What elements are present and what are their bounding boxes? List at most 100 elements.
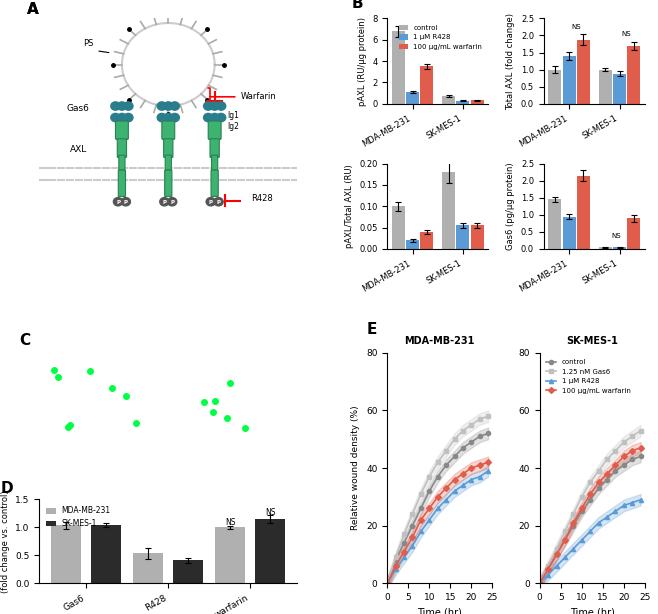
Text: A: A xyxy=(26,2,38,17)
100 μg/mL warfarin xyxy=(459,470,467,478)
1 μM R428 xyxy=(595,519,603,526)
FancyBboxPatch shape xyxy=(164,170,172,196)
Text: A: A xyxy=(26,2,38,17)
100 μg/mL warfarin xyxy=(561,537,569,544)
Bar xyxy=(563,217,576,249)
Text: P: P xyxy=(209,200,213,205)
Line: control: control xyxy=(538,454,643,585)
control xyxy=(392,556,399,564)
1 μM R428 xyxy=(628,499,636,507)
1 μM R428 xyxy=(544,571,552,578)
Circle shape xyxy=(124,114,133,122)
Legend: MDA-MB-231, SK-MES-1: MDA-MB-231, SK-MES-1 xyxy=(43,503,114,531)
control xyxy=(561,537,569,544)
1.25 nM Gas6 xyxy=(442,447,450,454)
Line: 100 μg/mL warfarin: 100 μg/mL warfarin xyxy=(385,460,490,585)
1.25 nM Gas6 xyxy=(561,528,569,535)
control xyxy=(476,433,484,440)
control xyxy=(434,473,442,480)
FancyBboxPatch shape xyxy=(165,155,171,170)
Y-axis label: Relative wound density (%): Relative wound density (%) xyxy=(351,406,361,530)
Circle shape xyxy=(168,198,177,206)
Bar xyxy=(548,200,561,249)
Text: P: P xyxy=(163,200,166,205)
Circle shape xyxy=(117,102,126,110)
100 μg/mL warfarin xyxy=(400,548,408,555)
Y-axis label: pAXL/Total AXL (RU): pAXL/Total AXL (RU) xyxy=(345,165,353,248)
1 μM R428 xyxy=(603,513,611,521)
Line: 1 μM R428: 1 μM R428 xyxy=(538,497,643,585)
Text: E: E xyxy=(367,322,376,337)
Circle shape xyxy=(164,102,173,110)
Legend: control, 1 μM R428, 100 μg/mL warfarin: control, 1 μM R428, 100 μg/mL warfarin xyxy=(397,22,485,53)
Bar xyxy=(457,101,469,104)
100 μg/mL warfarin xyxy=(442,484,450,492)
Line: 1 μM R428: 1 μM R428 xyxy=(385,469,490,585)
Bar xyxy=(420,232,434,249)
1 μM R428 xyxy=(467,476,475,483)
control xyxy=(425,488,433,495)
Text: NS: NS xyxy=(622,31,632,37)
Circle shape xyxy=(206,198,215,206)
Text: P: P xyxy=(216,200,220,205)
FancyBboxPatch shape xyxy=(212,155,218,170)
Circle shape xyxy=(210,102,219,110)
Circle shape xyxy=(216,114,226,122)
X-axis label: Time (hr): Time (hr) xyxy=(417,608,463,614)
control xyxy=(578,508,586,515)
Circle shape xyxy=(216,102,226,110)
Bar xyxy=(215,527,245,583)
1 μM R428 xyxy=(384,580,392,587)
Circle shape xyxy=(111,114,120,122)
Bar xyxy=(442,96,455,104)
control xyxy=(628,456,636,463)
100 μg/mL warfarin xyxy=(553,551,561,558)
100 μg/mL warfarin xyxy=(451,476,459,483)
Legend: control, 1.25 nM Gas6, 1 μM R428, 100 μg/mL warfarin: control, 1.25 nM Gas6, 1 μM R428, 100 μg… xyxy=(543,356,634,397)
control xyxy=(400,539,408,546)
1 μM R428 xyxy=(476,473,484,480)
1.25 nM Gas6 xyxy=(409,510,417,518)
Title: MDA-MB-231: MDA-MB-231 xyxy=(405,336,475,346)
Circle shape xyxy=(111,102,120,110)
Text: P: P xyxy=(116,200,120,205)
FancyBboxPatch shape xyxy=(210,139,219,157)
Bar xyxy=(613,74,626,104)
100 μg/mL warfarin xyxy=(595,479,603,486)
1.25 nM Gas6 xyxy=(467,421,475,429)
1 μM R428 xyxy=(553,562,561,570)
Bar xyxy=(255,519,286,583)
Circle shape xyxy=(160,198,169,206)
Bar xyxy=(457,225,469,249)
1.25 nM Gas6 xyxy=(586,479,594,486)
Bar xyxy=(577,176,590,249)
Bar xyxy=(134,553,163,583)
1 μM R428 xyxy=(392,565,399,573)
control xyxy=(442,462,450,469)
1.25 nM Gas6 xyxy=(628,433,636,440)
Text: SK-MES-1: SK-MES-1 xyxy=(212,439,257,448)
Line: 100 μg/mL warfarin: 100 μg/mL warfarin xyxy=(538,446,643,585)
control xyxy=(417,505,425,512)
1 μM R428 xyxy=(442,496,450,503)
FancyBboxPatch shape xyxy=(164,139,173,157)
100 μg/mL warfarin xyxy=(603,470,611,478)
Text: Ig1: Ig1 xyxy=(228,111,240,120)
control xyxy=(484,430,492,437)
1 μM R428 xyxy=(434,505,442,512)
Circle shape xyxy=(210,114,219,122)
control xyxy=(569,522,577,529)
100 μg/mL warfarin xyxy=(536,580,544,587)
X-axis label: Time (hr): Time (hr) xyxy=(570,608,615,614)
control xyxy=(611,467,619,475)
Y-axis label: Gas6 (pg/µg protein): Gas6 (pg/µg protein) xyxy=(507,163,515,250)
1.25 nM Gas6 xyxy=(425,473,433,480)
1.25 nM Gas6 xyxy=(384,580,392,587)
1 μM R428 xyxy=(586,528,594,535)
control xyxy=(620,462,628,469)
Circle shape xyxy=(121,198,130,206)
1.25 nM Gas6 xyxy=(392,554,399,561)
Line: control: control xyxy=(385,432,490,585)
Bar xyxy=(577,39,590,104)
1 μM R428 xyxy=(637,496,645,503)
